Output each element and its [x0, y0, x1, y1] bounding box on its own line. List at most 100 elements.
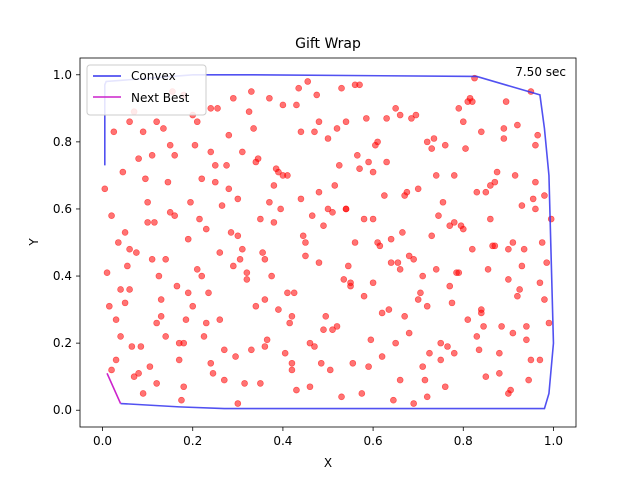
data-point	[464, 316, 472, 323]
data-point	[187, 198, 194, 206]
data-point	[475, 346, 483, 354]
data-point	[146, 363, 154, 370]
data-point	[302, 252, 309, 260]
data-point	[351, 239, 359, 246]
data-point	[112, 356, 120, 364]
data-point	[365, 158, 372, 166]
data-point	[534, 131, 541, 139]
data-point	[207, 105, 215, 112]
data-point	[356, 81, 363, 89]
axes-frame	[79, 57, 577, 428]
data-point	[396, 111, 404, 119]
data-point	[230, 94, 237, 102]
elapsed-time-annotation: 7.50 sec	[515, 65, 566, 79]
data-point	[200, 333, 208, 340]
data-point	[478, 128, 485, 136]
data-point	[378, 353, 386, 360]
data-point	[478, 306, 485, 313]
data-point	[541, 296, 548, 303]
data-point	[358, 390, 366, 397]
data-point	[496, 349, 503, 357]
data-point	[320, 326, 327, 334]
data-point	[324, 205, 332, 213]
data-point	[462, 145, 469, 152]
data-point	[130, 373, 138, 380]
data-point	[450, 172, 458, 179]
data-point	[500, 135, 508, 142]
data-point	[306, 383, 314, 391]
data-point	[175, 356, 183, 364]
data-point	[248, 346, 255, 354]
data-point	[166, 209, 174, 216]
data-point	[489, 242, 496, 250]
data-point	[126, 286, 133, 293]
legend-box	[86, 64, 207, 116]
data-point	[254, 155, 262, 162]
data-point	[178, 396, 185, 404]
data-point	[360, 292, 368, 300]
data-point	[198, 175, 206, 183]
data-point	[518, 262, 526, 270]
data-point	[196, 215, 203, 223]
x-tick-label: 0.0	[93, 434, 112, 448]
data-point	[266, 94, 273, 102]
data-point	[468, 245, 476, 253]
data-point	[144, 198, 151, 206]
data-point	[216, 316, 224, 323]
data-point	[378, 309, 386, 317]
data-point	[369, 215, 377, 223]
data-point	[502, 98, 510, 105]
data-point	[383, 115, 390, 122]
data-point	[405, 252, 413, 260]
data-point	[232, 353, 239, 360]
data-point	[180, 383, 188, 391]
data-point	[245, 108, 253, 115]
data-point	[505, 245, 512, 253]
data-point	[441, 383, 449, 391]
data-point	[313, 91, 321, 99]
data-point	[157, 312, 165, 320]
data-point	[103, 269, 111, 276]
data-point	[367, 336, 375, 344]
data-point	[311, 343, 318, 350]
data-point	[216, 249, 224, 256]
data-point	[405, 329, 413, 337]
data-point	[419, 363, 426, 370]
data-point	[133, 249, 140, 256]
data-point	[383, 158, 390, 166]
data-point	[257, 215, 264, 223]
next-best-line	[106, 372, 122, 404]
data-point	[543, 259, 550, 266]
data-point	[162, 333, 169, 340]
data-point	[428, 145, 436, 152]
data-point	[148, 151, 156, 159]
data-point	[248, 88, 255, 95]
data-point	[297, 128, 305, 136]
data-point	[516, 286, 523, 293]
data-point	[360, 215, 368, 223]
data-point	[266, 198, 273, 206]
data-point	[223, 162, 230, 169]
data-point	[423, 138, 431, 146]
data-point	[290, 289, 298, 297]
data-point	[527, 356, 535, 364]
data-point	[126, 118, 133, 126]
data-point	[344, 262, 352, 270]
data-point	[396, 376, 404, 384]
data-point	[396, 266, 404, 273]
data-point	[326, 366, 334, 374]
data-point	[234, 400, 242, 407]
data-point	[263, 336, 271, 344]
data-point	[121, 299, 129, 307]
data-point	[315, 259, 323, 266]
y-tick-label: 1.0	[53, 68, 72, 82]
data-point	[356, 165, 363, 172]
data-point	[119, 168, 127, 176]
data-point	[500, 125, 508, 132]
data-point	[241, 380, 248, 387]
data-point	[121, 229, 129, 236]
data-point	[311, 128, 318, 136]
data-point	[349, 359, 357, 367]
data-point	[288, 359, 296, 367]
